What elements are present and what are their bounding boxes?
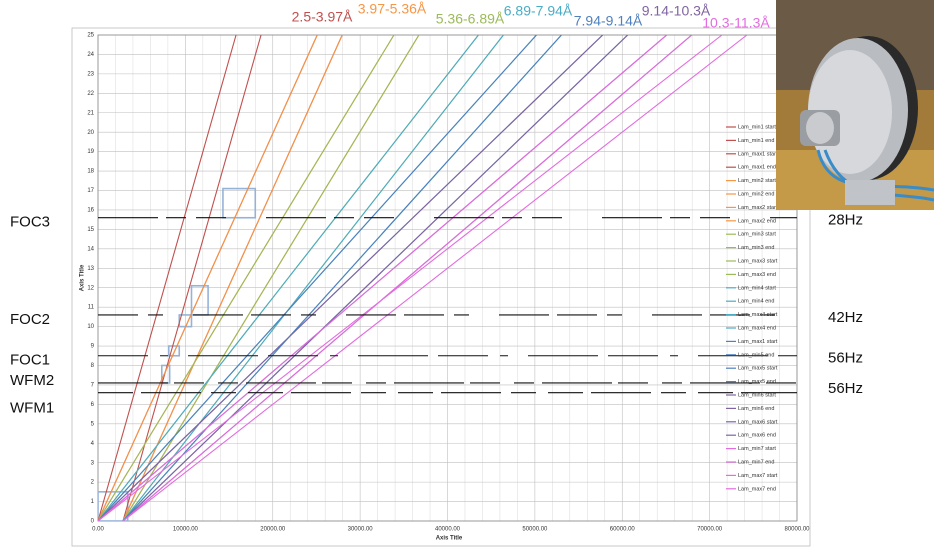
legend-label: Lam_min5 end [738, 352, 774, 358]
y-tick-label: 21 [87, 110, 94, 116]
legend-label: Lam_min4 end [738, 299, 774, 305]
band-label: 2.5-3.97Å [292, 9, 353, 25]
legend-label: Lam_min1 start [738, 124, 776, 130]
y-tick-label: 22 [87, 91, 94, 97]
y-tick-label: 25 [87, 33, 94, 39]
y-tick-label: 10 [87, 324, 94, 330]
legend-label: Lam_max1 start [738, 339, 778, 345]
y-tick-label: 17 [87, 188, 94, 194]
y-tick-label: 11 [88, 305, 95, 311]
chopper-frequency: 42Hz [828, 309, 863, 326]
legend-label: Lam_max2 start [738, 205, 778, 211]
legend-label: Lam_max7 start [738, 473, 778, 479]
x-tick-label: 30000.00 [348, 527, 374, 533]
legend-label: Lam_min3 start [738, 232, 776, 238]
y-tick-label: 12 [87, 285, 94, 291]
chopper-label: FOC1 [10, 352, 50, 369]
band-label: 10.3-11.3Å [702, 15, 770, 31]
legend-label: Lam_min6 end [738, 406, 774, 412]
y-tick-label: 24 [87, 52, 94, 58]
y-tick-label: 23 [87, 71, 94, 77]
legend-label: Lam_min2 end [738, 191, 774, 197]
legend-label: Lam_max7 end [738, 486, 776, 492]
y-tick-label: 20 [87, 130, 94, 136]
band-label: 9.14-10.3Å [642, 3, 711, 19]
legend-label: Lam_min2 start [738, 178, 776, 184]
chopper-frequency: 56Hz [828, 350, 863, 367]
chopper-frequency: 28Hz [828, 212, 863, 229]
y-tick-label: 13 [87, 266, 94, 272]
x-tick-label: 50000.00 [522, 527, 548, 533]
legend-label: Lam_max6 end [738, 433, 776, 439]
band-label: 7.94-9.14Å [574, 13, 643, 29]
legend-label: Lam_max5 end [738, 379, 776, 385]
chopper-label: WFM1 [10, 400, 54, 417]
band-label: 6.89-7.94Å [504, 3, 573, 19]
chopper-label: FOC2 [10, 311, 50, 328]
x-tick-label: 60000.00 [610, 527, 636, 533]
legend-label: Lam_max2 end [738, 218, 776, 224]
y-tick-label: 15 [87, 227, 94, 233]
legend-label: Lam_max4 start [738, 312, 778, 318]
chopper-label: WFM2 [10, 372, 54, 389]
legend-label: Lam_min3 end [738, 245, 774, 251]
legend-label: Lam_max3 end [738, 272, 776, 278]
x-tick-label: 40000.00 [435, 527, 461, 533]
legend-label: Lam_max5 start [738, 366, 778, 372]
y-tick-label: 16 [87, 208, 94, 214]
legend-label: Lam_min4 start [738, 285, 776, 291]
chart: Axis Title Axis Title 0.00 10000.00 20000.… [0, 0, 934, 549]
legend-label: Lam_min1 end [738, 138, 774, 144]
legend-label: Lam_max3 start [738, 258, 778, 264]
y-tick-label: 14 [87, 246, 94, 252]
y-axis-title: Axis Title [80, 264, 86, 291]
chopper-photo [776, 0, 934, 210]
legend-label: Lam_max6 start [738, 419, 778, 425]
legend-label: Lam_max1 end [738, 165, 776, 171]
legend-label: Lam_min7 start [738, 446, 776, 452]
x-tick-label: 70000.00 [697, 527, 723, 533]
x-tick-label: 20000.00 [260, 527, 286, 533]
y-tick-label: 19 [87, 149, 94, 155]
x-tick-label: 0.00 [92, 527, 104, 533]
chopper-frequency: 56Hz [828, 380, 863, 397]
legend-label: Lam_min7 end [738, 459, 774, 465]
x-tick-label: 10000.00 [173, 527, 199, 533]
legend-label: Lam_min6 start [738, 392, 776, 398]
x-axis-title: Axis Title [436, 536, 463, 542]
y-tick-label: 18 [87, 169, 94, 175]
chopper-label: FOC3 [10, 214, 50, 231]
band-label: 3.97-5.36Å [358, 1, 427, 17]
x-tick-label: 80000.00 [784, 527, 810, 533]
legend-label: Lam_max4 end [738, 325, 776, 331]
band-label: 5.36-6.89Å [436, 11, 505, 27]
legend-label: Lam_max1 start [738, 151, 778, 157]
